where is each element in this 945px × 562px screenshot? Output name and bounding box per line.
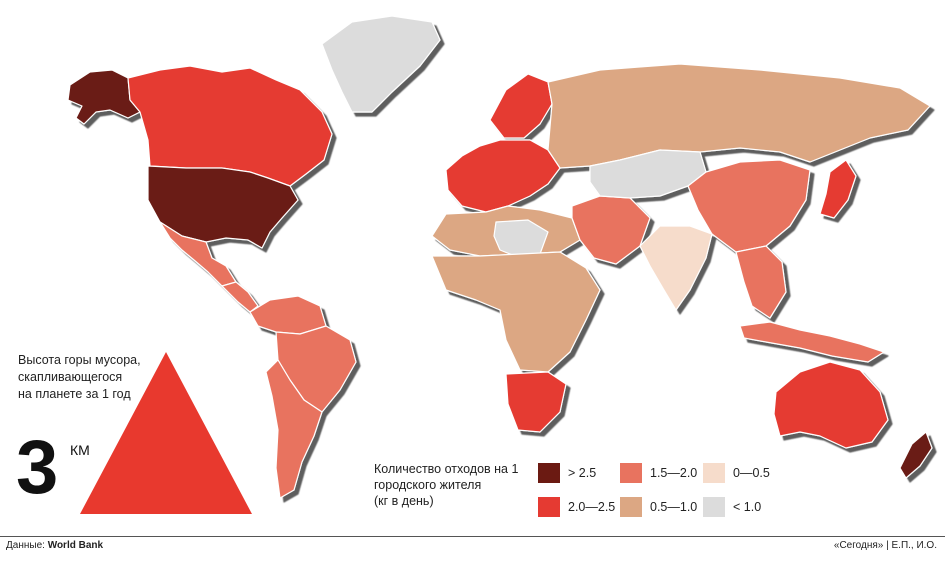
region-indonesia [739,321,885,363]
region-japan [819,159,857,219]
legend-title: Количество отходов на 1 городского жител… [374,461,524,509]
caption-line: на планете за 1 год [18,387,131,401]
legend-item: 1.5—2.0 [620,463,697,483]
region-new-zealand [899,431,933,479]
region-central-africa [431,251,601,373]
legend-swatch [703,463,725,483]
legend-swatch [538,497,560,517]
legend-swatch [703,497,725,517]
legend-swatch [538,463,560,483]
region-scandinavia [489,73,553,139]
legend-item: < 1.0 [703,497,761,517]
legend-label: > 2.5 [568,466,597,480]
legend-swatch [620,497,642,517]
legend-title-line: (кг в день) [374,494,434,508]
garbage-mountain-triangle [80,352,252,514]
legend-title-line: городского жителя [374,478,482,492]
region-alaska [67,69,141,125]
caption-line: Высота горы мусора, [18,353,141,367]
legend-label: < 1.0 [733,500,762,514]
region-south-america-south [265,359,323,499]
region-middle-east [571,195,651,265]
legend-item: > 2.5 [538,463,596,483]
mountain-height-unit: КМ [70,442,90,458]
source-value: World Bank [47,540,104,551]
legend-item: 2.0—2.5 [538,497,615,517]
region-south-america-north [249,295,327,335]
mountain-height-value: 3 [16,425,58,510]
region-canada [127,65,333,187]
legend-label: 0—0.5 [733,466,770,480]
region-china [687,159,811,253]
region-southeast-asia [735,245,787,319]
world-map [67,15,933,499]
region-russia [547,63,931,169]
legend-label: 1.5—2.0 [650,466,698,480]
region-southern-africa [505,371,567,433]
legend-swatch [620,463,642,483]
region-europe-west [445,139,561,213]
region-greenland [321,15,441,113]
world-map-svg [67,15,933,499]
legend-item: 0—0.5 [703,463,770,483]
legend-title-line: Количество отходов на 1 [374,462,519,476]
region-australia [773,361,889,449]
region-india [639,225,713,311]
footer-divider [0,536,945,537]
source-label: Данные: [6,540,45,551]
legend-label: 2.0—2.5 [568,500,616,514]
region-central-america [221,281,259,313]
legend-label: 0.5—1.0 [650,500,698,514]
mountain-caption: Высота горы мусора, скапливающегося на п… [18,352,148,403]
caption-line: скапливающегося [18,370,123,384]
footer-source: Данные: World Bank [6,540,103,551]
legend-item: 0.5—1.0 [620,497,697,517]
footer-credit: «Сегодня» | Е.П., И.О. [833,540,937,551]
